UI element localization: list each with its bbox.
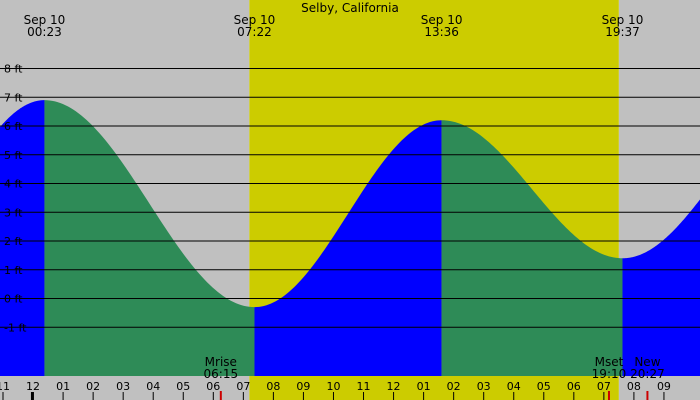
extreme-time-label: 00:23 [27,25,62,39]
x-tick-label: 05 [176,380,190,393]
extreme-time-label: 13:36 [424,25,459,39]
y-tick-label: 3 ft [4,206,23,219]
x-tick-label: 12 [387,380,401,393]
extreme-date-label: Sep 10 [421,13,463,27]
x-tick-label: 11 [0,380,10,393]
moon-event-time: 19:10 [592,367,627,381]
x-tick-label: 12 [26,380,40,393]
now-marker [30,392,34,400]
y-tick-label: 8 ft [4,63,23,76]
x-tick-label: 02 [86,380,100,393]
x-tick-label: 06 [567,380,581,393]
extreme-date-label: Sep 10 [24,13,66,27]
moon-event-label: Mrise [205,355,237,369]
rising-tide-area [622,199,700,376]
y-tick-label: 6 ft [4,120,23,133]
x-tick-label: 01 [56,380,70,393]
x-tick-label: 10 [326,380,340,393]
y-tick-label: 7 ft [4,91,23,104]
x-tick-label: 01 [417,380,431,393]
y-tick-label: -1 ft [4,321,27,334]
moon-event-time: 06:15 [204,367,239,381]
y-tick-label: 0 ft [4,293,23,306]
x-tick-label: 08 [266,380,280,393]
x-tick-label: 03 [477,380,491,393]
x-tick-label: 07 [236,380,250,393]
y-tick-label: 1 ft [4,264,23,277]
x-tick-label: 03 [116,380,130,393]
x-tick-label: 09 [657,380,671,393]
extreme-date-label: Sep 10 [234,13,276,27]
y-tick-label: 5 ft [4,149,23,162]
x-tick-label: 08 [627,380,641,393]
moon-event-label: Mset [595,355,624,369]
x-tick-label: 05 [537,380,551,393]
extreme-time-label: 07:22 [237,25,272,39]
x-tick-label: 04 [507,380,521,393]
y-tick-label: 2 ft [4,235,23,248]
chart-title: Selby, California [301,1,399,15]
extreme-time-label: 19:37 [605,25,640,39]
x-tick-label: 04 [146,380,160,393]
x-tick-label: 07 [597,380,611,393]
x-tick-label: 11 [357,380,371,393]
x-tick-label: 09 [296,380,310,393]
rising-tide-area [0,100,45,376]
moon-event-time: 20:27 [630,367,665,381]
moon-event-label: New [634,355,660,369]
extreme-date-label: Sep 10 [602,13,644,27]
x-tick-label: 02 [447,380,461,393]
x-tick-label: 06 [206,380,220,393]
y-tick-label: 4 ft [4,178,23,191]
falling-tide-area [44,100,255,376]
rising-tide-area [254,120,442,376]
falling-tide-area [441,120,623,376]
